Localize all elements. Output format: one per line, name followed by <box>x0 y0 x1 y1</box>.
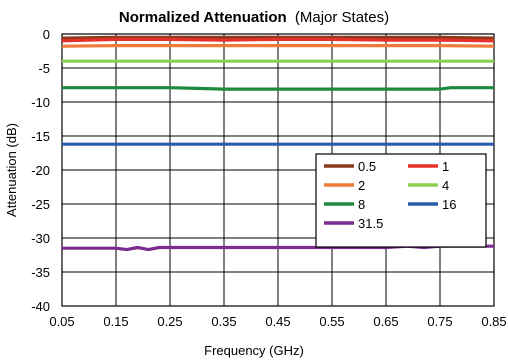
legend-label: 31.5 <box>358 216 383 231</box>
y-axis-label: Attenuation (dB) <box>4 123 19 217</box>
legend-label: 0.5 <box>358 159 376 174</box>
legend-label: 8 <box>358 197 365 212</box>
x-tick-label: 0.75 <box>427 314 452 329</box>
x-tick-label: 0.25 <box>157 314 182 329</box>
series-line-8 <box>62 86 494 91</box>
x-tick-label: 0.05 <box>49 314 74 329</box>
y-tick-label: -40 <box>31 299 50 314</box>
x-tick-label: 0.55 <box>319 314 344 329</box>
legend-label: 4 <box>442 178 449 193</box>
x-tick-label: 0.45 <box>265 314 290 329</box>
y-tick-label: -10 <box>31 95 50 110</box>
x-axis-label: Frequency (GHz) <box>204 343 304 358</box>
chart-title-main: Normalized Attenuation <box>119 9 287 26</box>
legend-box <box>315 153 487 248</box>
y-tick-label: -20 <box>31 163 50 178</box>
y-tick-label: -35 <box>31 265 50 280</box>
chart-title: Normalized Attenuation (Major States) <box>119 9 389 26</box>
y-tick-labels: 0 -5 -10 -15 -20 -25 -30 -35 -40 <box>31 27 50 314</box>
series-line-0-5 <box>61 35 495 40</box>
legend-label: 2 <box>358 178 365 193</box>
legend-label: 16 <box>442 197 456 212</box>
x-tick-label: 0.65 <box>373 314 398 329</box>
legend-label: 1 <box>442 159 449 174</box>
x-tick-labels: 0.05 0.15 0.25 0.35 0.45 0.55 0.65 0.75 0.85 <box>49 314 506 329</box>
series-line-2 <box>61 43 495 48</box>
y-tick-label: 0 <box>43 27 50 42</box>
y-tick-label: -30 <box>31 231 50 246</box>
y-tick-label: -5 <box>38 61 50 76</box>
y-tick-label: -25 <box>31 197 50 212</box>
chart-subtitle: (Major States) <box>295 9 389 26</box>
series-line-1 <box>61 37 495 43</box>
x-tick-label: 0.85 <box>481 314 506 329</box>
y-tick-label: -15 <box>31 129 50 144</box>
legend: 0.5 1 2 4 8 16 31.5 <box>315 153 487 248</box>
x-tick-label: 0.35 <box>211 314 236 329</box>
x-tick-label: 0.15 <box>103 314 128 329</box>
plot-frame <box>61 33 495 307</box>
